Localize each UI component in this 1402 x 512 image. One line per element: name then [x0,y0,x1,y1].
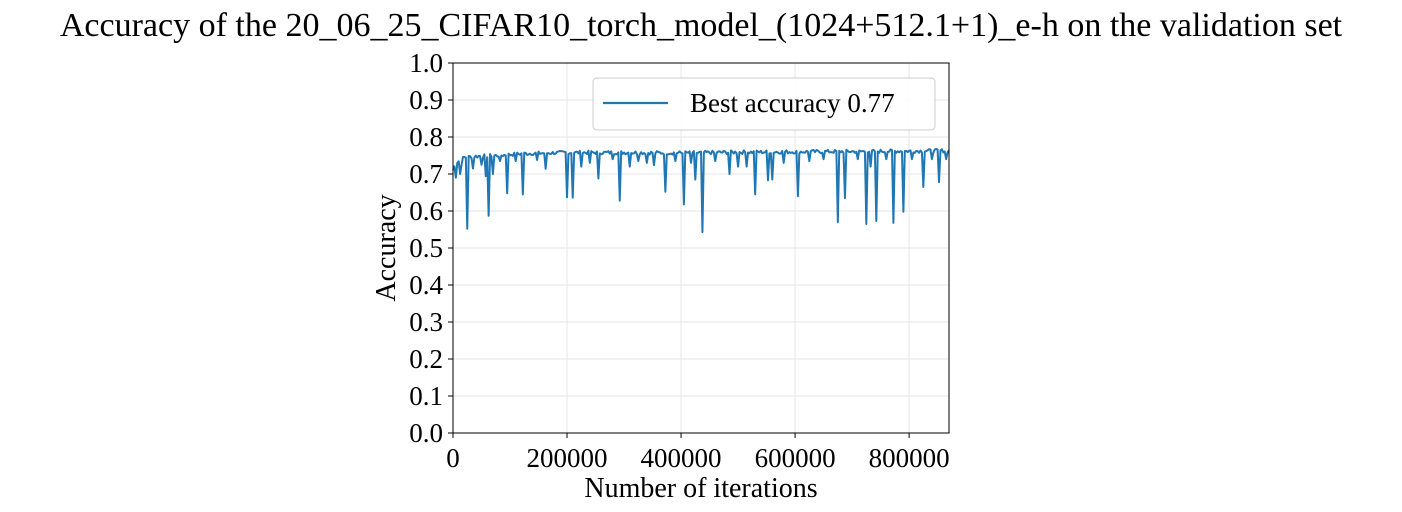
x-tick-label: 600000 [755,443,836,473]
series-line-best-accuracy [452,147,950,234]
chart-title: Accuracy of the 20_06_25_CIFAR10_torch_m… [60,7,1343,44]
y-tick-label: 0.8 [409,122,443,152]
x-tick-label: 800000 [869,443,950,473]
x-tick-label: 0 [446,443,460,473]
y-tick-label: 0.6 [409,196,443,226]
series-layer [452,147,950,234]
y-tick-label: 0.1 [409,381,443,411]
x-tick-label: 200000 [527,443,608,473]
x-tick-label: 400000 [641,443,722,473]
y-tick-label: 1.0 [409,48,443,78]
y-tick-label: 0.3 [409,307,443,337]
y-tick-label: 0.5 [409,233,443,263]
y-tick-label: 0.7 [409,159,443,189]
y-axis-label: Accuracy [371,194,402,301]
y-tick-label: 0.0 [409,418,443,448]
legend: Best accuracy 0.77 [592,77,936,131]
legend-box [592,77,936,131]
x-axis-label: Number of iterations [584,473,817,504]
y-tick-label: 0.4 [409,270,443,300]
y-tick-label: 0.9 [409,85,443,115]
x-axis-ticks: 0 200000 400000 600000 800000 [446,433,950,473]
legend-entry-best-accuracy: Best accuracy 0.77 [690,88,895,118]
y-tick-label: 0.2 [409,344,443,374]
y-axis-ticks: 0.0 0.1 0.2 0.3 0.4 0.5 0.6 0.7 0.8 0.9 1.0 [409,48,453,448]
